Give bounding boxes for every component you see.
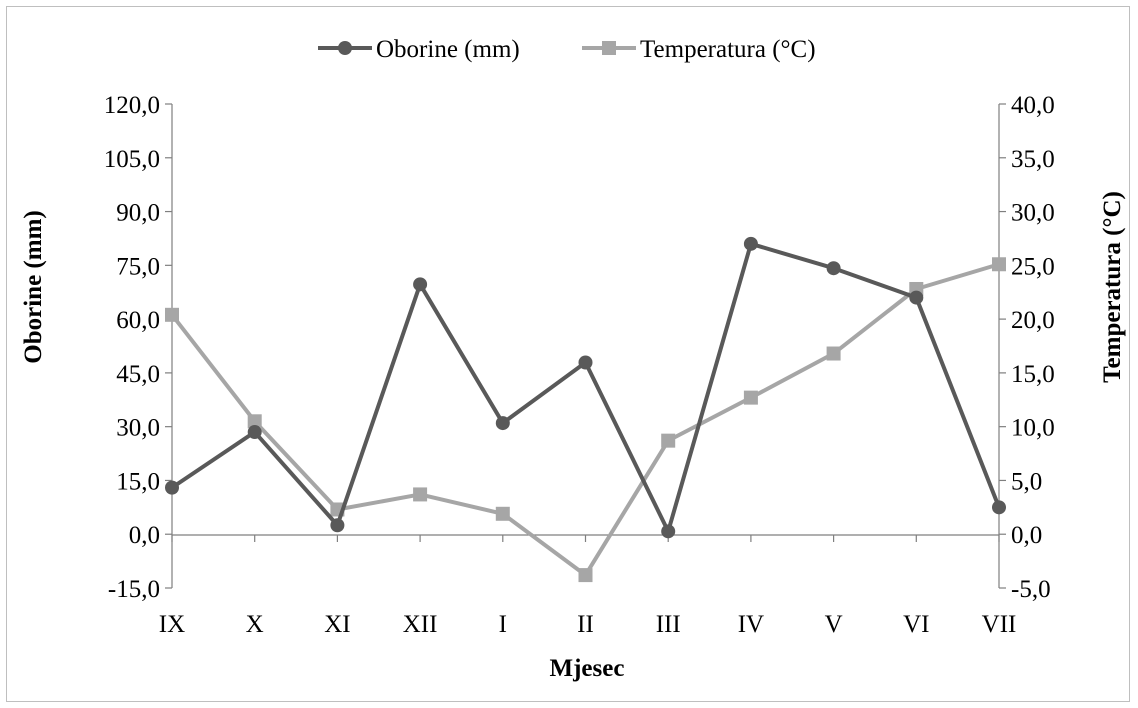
oborine-point	[992, 500, 1006, 515]
temperatura-point	[661, 433, 676, 448]
temperatura-point	[165, 307, 179, 322]
oborine-point	[743, 236, 758, 251]
temperatura-point	[413, 487, 428, 502]
oborine-point	[909, 290, 924, 305]
temperatura-point	[495, 506, 510, 521]
right-y-tick-label: 5,0	[1011, 468, 1042, 495]
series-layer	[165, 236, 1006, 583]
x-tick-label: X	[246, 611, 264, 638]
left-y-tick-label: 0,0	[129, 522, 160, 549]
right-y-tick-label: 35,0	[1011, 146, 1055, 173]
right-y-ticks: 40,0 35,0 30,0 25,0 20,0 15,0 10,0 5,0 0,0 -5,0	[999, 92, 1055, 603]
left-y-tick-label: 45,0	[116, 361, 160, 388]
temperatura-point	[992, 257, 1006, 272]
oborine-point	[413, 277, 428, 292]
oborine-point	[826, 261, 841, 276]
chart-frame	[6, 6, 1130, 702]
left-y-tick-label: 105,0	[104, 146, 160, 173]
temperatura-point	[578, 568, 593, 583]
oborine-point	[165, 480, 179, 495]
right-y-axis-title: Temperatura (°C)	[1099, 191, 1126, 383]
right-y-tick-label: 25,0	[1011, 253, 1055, 280]
x-tick-label: VII	[982, 611, 1017, 638]
series-line-temperatura	[170, 262, 1000, 578]
legend-oborine-label: Oborine (mm)	[376, 36, 520, 63]
right-y-tick-label: 0,0	[1011, 522, 1042, 549]
x-tick-label: XI	[324, 611, 350, 638]
x-tick-label: IV	[738, 611, 764, 638]
left-y-ticks: 120,0 105,0 90,0 75,0 60,0 45,0 30,0 15,0 0,0 -15…	[104, 92, 172, 603]
left-y-tick-label: 90,0	[116, 200, 160, 227]
x-tick-label: II	[577, 611, 594, 638]
oborine-point	[247, 425, 262, 440]
x-tick-label: XII	[403, 611, 438, 638]
left-y-tick-label: 120,0	[104, 92, 160, 119]
left-y-tick-label: 60,0	[116, 307, 160, 334]
temperatura-point	[247, 414, 262, 429]
left-y-tick-label: -15,0	[108, 576, 160, 603]
x-tick-label: III	[656, 611, 681, 638]
temperatura-point	[826, 346, 841, 361]
left-y-tick-label: 30,0	[116, 415, 160, 442]
oborine-point	[495, 416, 510, 431]
x-tick-label: VI	[903, 611, 929, 638]
right-y-tick-label: 15,0	[1011, 361, 1055, 388]
axes	[171, 104, 1000, 588]
series-line-oborine	[170, 241, 1001, 534]
temperatura-point	[743, 390, 758, 405]
legend-oborine-marker	[338, 41, 352, 55]
legend-temperatura-marker	[602, 41, 616, 55]
legend: Oborine (mm) Temperatura (°C)	[318, 36, 816, 63]
right-y-tick-label: 20,0	[1011, 307, 1055, 334]
x-tick-label: V	[825, 611, 843, 638]
x-tick-label: I	[499, 611, 507, 638]
x-tick-label: IX	[159, 611, 185, 638]
left-y-axis-title: Oborine (mm)	[20, 210, 47, 363]
oborine-point	[578, 355, 593, 370]
x-axis-title: Mjesec	[550, 655, 625, 682]
right-y-tick-label: 30,0	[1011, 200, 1055, 227]
oborine-point	[330, 518, 345, 533]
oborine-point	[661, 524, 676, 539]
left-y-tick-label: 15,0	[116, 468, 160, 495]
left-y-tick-label: 75,0	[116, 253, 160, 280]
legend-temperatura-label: Temperatura (°C)	[640, 36, 816, 63]
x-ticks: IX X XI XII I II III IV V VI VII	[159, 535, 1017, 638]
right-y-tick-label: 40,0	[1011, 92, 1055, 119]
right-y-tick-label: 10,0	[1011, 415, 1055, 442]
right-y-tick-label: -5,0	[1011, 576, 1051, 603]
